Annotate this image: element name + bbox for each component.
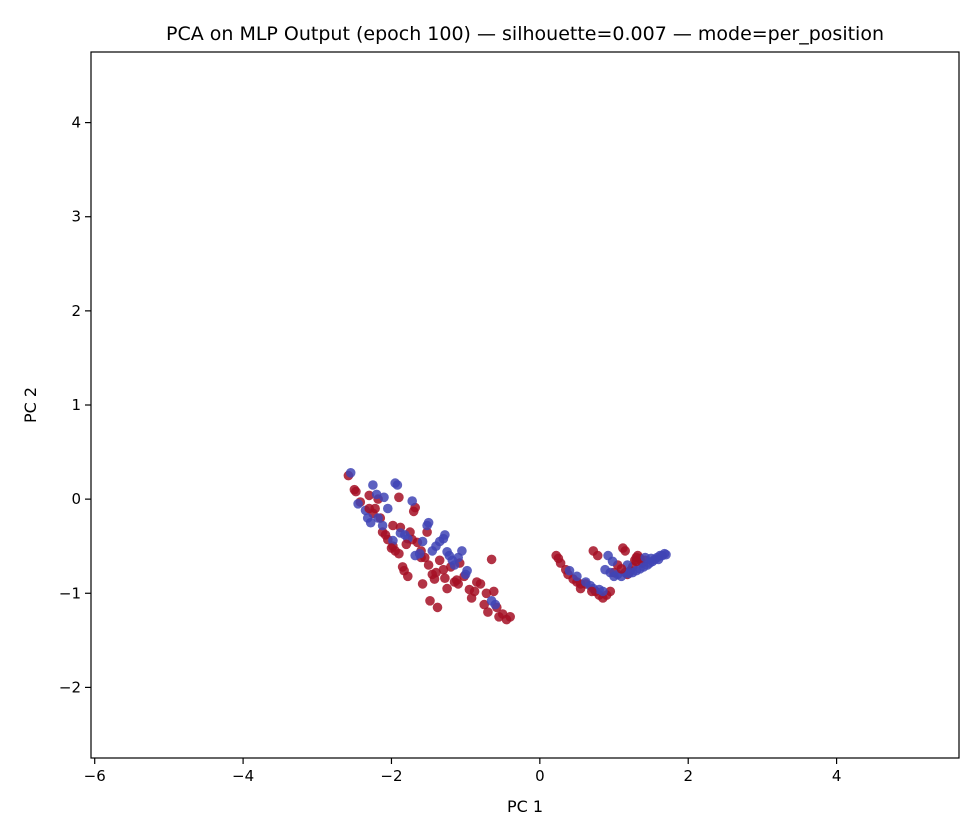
point-blue-1-68 [646,553,656,564]
chart-title: PCA on MLP Output (epoch 100) — silhouet… [166,23,884,45]
point-red-0-69 [592,550,603,561]
point-red-0-74 [605,586,616,597]
point-blue-1-1 [353,499,363,509]
point-blue-1-43 [598,586,608,597]
point-red-0-34 [440,573,450,583]
point-blue-1-35 [490,599,501,610]
point-blue-1-64 [661,549,671,560]
point-red-0-35 [442,583,452,594]
point-red-0-27 [423,560,434,570]
point-red-0-45 [475,579,486,589]
point-blue-1-4 [365,517,376,528]
point-red-0-28 [425,596,435,606]
point-red-0-26 [422,527,432,537]
point-red-0-62 [555,558,566,568]
point-blue-1-38 [564,565,575,576]
point-red-0-43 [469,586,480,597]
x-axis: −6 −4 −2 0 2 4 [84,758,842,785]
y-axis-label: PC 2 [21,387,40,423]
y-tick-label: −2 [59,678,81,696]
point-blue-1-5 [368,480,378,490]
x-axis-label: PC 1 [507,797,543,816]
point-blue-1-9 [383,503,393,514]
point-red-0-50 [489,586,499,597]
y-tick-label: 3 [71,208,81,226]
point-blue-1-20 [423,517,434,528]
y-tick-label: 1 [71,396,81,414]
point-red-0-56 [394,492,404,503]
point-red-2-1 [386,543,397,553]
point-red-0-57 [388,520,398,531]
y-axis: −2 −1 0 1 2 3 4 [59,114,91,696]
point-red-0-46 [479,599,490,610]
point-red-0-33 [438,564,449,575]
point-red-0-2 [351,486,361,497]
point-red-2-0 [364,503,375,514]
y-tick-label: 0 [71,490,81,508]
point-blue-1-8 [379,492,389,503]
y-tick-label: −1 [59,584,81,602]
point-red-0-31 [432,602,443,613]
point-red-0-49 [486,554,497,565]
x-tick-label: 2 [683,767,693,785]
point-red-0-4 [364,490,375,501]
x-tick-label: −6 [84,767,106,785]
point-blue-1-31 [457,546,467,556]
point-red-0-47 [481,588,492,599]
point-red-0-17 [403,571,413,582]
points-layer [343,468,671,625]
x-tick-label: 4 [832,767,842,785]
x-tick-label: −2 [380,767,402,785]
point-blue-1-66 [607,556,618,567]
point-blue-1-7 [377,520,388,531]
point-red-2-2 [401,539,412,550]
point-red-0-24 [417,579,428,589]
point-blue-1-6 [371,489,382,500]
y-tick-label: 4 [71,114,81,132]
point-red-2-7 [587,586,597,597]
point-red-0-13 [394,548,404,559]
point-blue-1-0 [345,468,356,478]
point-blue-1-39 [572,571,582,582]
point-blue-1-29 [449,560,460,570]
point-red-2-6 [616,564,627,574]
point-red-0-78 [620,546,630,556]
point-blue-1-36 [373,513,383,523]
y-tick-label: 2 [71,302,81,320]
point-blue-1-18 [417,536,428,547]
x-tick-label: −4 [232,767,254,785]
point-blue-1-33 [462,565,472,576]
point-red-2-4 [453,579,464,589]
point-blue-1-11 [392,480,403,490]
point-blue-1-37 [388,535,398,546]
x-tick-label: 0 [535,767,545,785]
point-blue-1-25 [440,530,450,540]
point-red-2-3 [431,567,441,578]
point-blue-1-15 [407,496,418,506]
point-red-0-32 [434,555,445,566]
point-red-2-5 [631,556,642,567]
point-red-0-55 [505,612,515,622]
point-blue-1-17 [414,548,425,559]
point-red-0-48 [483,607,493,617]
